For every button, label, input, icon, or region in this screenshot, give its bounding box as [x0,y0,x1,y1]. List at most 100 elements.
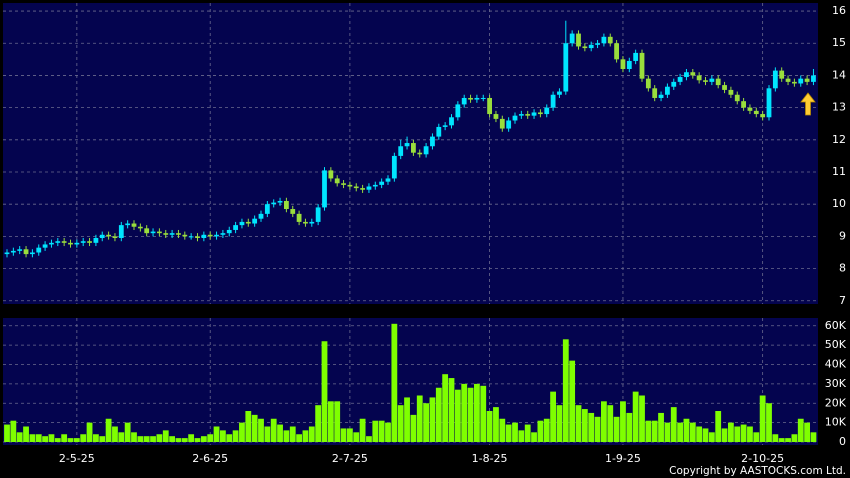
candle-body [353,186,359,189]
candle-body [214,234,219,237]
candle-body [23,249,29,255]
candle-body [633,52,639,61]
x-tick-label: 2-5-25 [59,452,95,465]
volume-bar [194,438,201,442]
volume-bar [10,420,17,442]
volume-bar [226,434,233,442]
candle-body [30,252,35,255]
volume-bar [73,438,80,442]
volume-bar [283,430,290,442]
volume-bar [601,401,607,442]
price-panel [3,3,818,304]
candle-body [518,114,524,116]
candle-body [468,97,473,100]
volume-bar [689,422,696,442]
candle-body [341,183,346,185]
volume-bar [721,428,728,442]
candle-body [607,36,613,44]
volume-bar [626,412,633,442]
volume-bar [321,341,328,442]
candle-body [169,233,175,235]
candle-body [423,146,429,155]
candle-body [411,143,416,153]
volume-bar [67,438,74,442]
candle-body [811,75,816,82]
volume-bar [620,401,626,442]
candle-body [620,59,626,69]
candle-body [538,112,543,115]
candle-body [544,107,550,115]
candle-body [264,204,270,214]
candle-body [461,97,467,105]
candle-body [728,89,734,95]
volume-bar [80,434,87,442]
volume-bar [124,422,131,442]
candle-body [137,226,143,229]
candle-body [106,234,111,237]
y-tick-label: 16 [832,4,846,17]
y-tick-label: 12 [832,133,846,146]
candle-body [493,114,499,119]
candle-body [582,46,588,49]
volume-bar [785,438,791,442]
volume-bar [213,426,220,442]
candle-body [512,115,518,121]
volume-bar [35,434,42,442]
candle-body [315,207,321,222]
volume-bar [42,436,48,442]
candle-body [372,184,378,187]
candle-body [226,229,232,234]
volume-bar [207,434,214,442]
volume-bar [658,412,664,442]
volume-bar [639,395,645,442]
volume-bar [270,418,277,442]
volume-bar [251,414,258,442]
volume-bar [359,418,366,442]
volume-bar [810,432,817,442]
volume-bar [296,434,302,442]
volume-bar [461,383,468,442]
volume-bar [607,405,614,442]
volume-bar [594,416,601,442]
volume-bar [29,434,36,442]
candle-body [366,186,372,190]
volume-bar [118,432,125,442]
volume-bar [4,424,10,442]
volume-bar [728,422,734,442]
volume-bar [588,412,595,442]
volume-bar [397,405,404,442]
candle-body [290,209,296,214]
candle-body [684,72,689,78]
candle-body [715,78,721,86]
candle-body [614,43,619,60]
candle-body [277,200,283,203]
volume-bar [778,438,785,442]
candle-body [487,97,492,115]
volume-bar [315,405,322,442]
volume-bar [188,434,195,442]
candle-body [271,202,277,205]
candle-body [404,143,410,147]
candle-body [785,78,791,82]
y-tick-label: 10K [825,416,847,429]
y-tick-label: 20K [825,396,847,409]
candle-body [118,225,124,239]
volume-bar [804,422,810,442]
candle-body [474,97,480,100]
volume-bar [264,426,271,442]
copyright: Copyright by AASTOCKS.com Ltd. [669,465,846,477]
candle-body [61,241,67,243]
volume-bar [378,420,385,442]
volume-bar [797,418,804,442]
volume-bar [404,397,410,442]
candle-body [576,33,581,47]
volume-bar [416,395,423,442]
candle-body [322,170,327,208]
candle-body [201,234,207,239]
volume-bar [575,405,582,442]
candle-body [690,72,696,76]
candle-body [99,234,105,239]
volume-bar [175,438,182,442]
candle-body [239,221,245,226]
candle-body [677,77,683,82]
